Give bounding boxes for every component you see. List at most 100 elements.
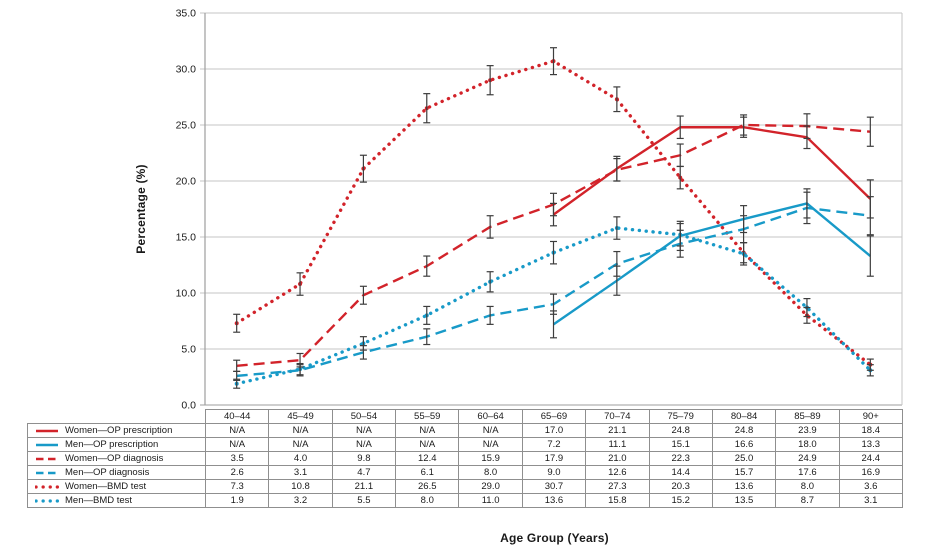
value-cell: 3.2 [268,493,333,508]
y-tick-label: 25.0 [176,120,197,132]
series-label: Women—BMD test [65,480,147,492]
value-cell: 11.1 [585,437,650,452]
value-cell: N/A [395,437,460,452]
value-cell: 22.3 [648,451,713,466]
value-cell: 12.4 [395,451,460,466]
value-cell: 3.1 [268,465,333,480]
age-group-header: 90+ [838,409,903,424]
x-axis-title: Age Group (Years) [500,531,609,545]
age-group-header: 40–44 [205,409,270,424]
age-group-header: 45–49 [268,409,333,424]
value-cell: 16.9 [838,465,903,480]
value-cell: 17.0 [521,423,587,438]
table-row: Men—OP diagnosis 2.6 3.1 4.7 6.1 8.0 9.0 12.6 14… [27,465,903,480]
value-cell: N/A [458,423,523,438]
series-legend-cell: Women—OP prescription [27,423,206,438]
value-cell: 10.8 [268,479,333,494]
series-legend-cell: Men—OP diagnosis [27,465,206,480]
value-cell: 3.1 [838,493,903,508]
age-group-header: 70–74 [585,409,650,424]
y-tick-label: 35.0 [176,8,197,20]
series-legend-cell: Men—OP prescription [27,437,206,452]
value-cell: 24.4 [838,451,903,466]
value-cell: 13.5 [711,493,777,508]
solid-line-swatch-icon [36,429,58,432]
value-cell: 4.7 [331,465,397,480]
value-cell: 26.5 [395,479,460,494]
age-group-header: 50–54 [331,409,397,424]
age-group-header: 80–84 [711,409,777,424]
value-cell: 29.0 [458,479,523,494]
value-cell: 27.3 [585,479,650,494]
value-cell: 2.6 [205,465,270,480]
value-cell: 20.3 [648,479,713,494]
value-cell: N/A [205,437,270,452]
dashed-line-swatch-icon [36,471,58,474]
value-cell: 17.9 [521,451,587,466]
dotted-line-swatch-icon [35,498,59,503]
table-row: Men—BMD test 1.9 3.2 5.5 8.0 11.0 13.6 15.8 15.2… [27,493,903,508]
table-row: Women—OP diagnosis 3.5 4.0 9.8 12.4 15.9 17.9 2… [27,451,903,466]
table-row: Women—BMD test 7.3 10.8 21.1 26.5 29.0 30.7 27.… [27,479,903,494]
y-tick-label: 15.0 [176,232,197,244]
series-label: Women—OP diagnosis [65,452,164,464]
y-tick-label: 0.0 [181,400,196,412]
table-row: Women—OP prescription N/A N/A N/A N/A N/A 17.0… [27,423,903,438]
age-group-header: 75–79 [648,409,713,424]
value-cell: 4.0 [268,451,333,466]
age-group-header: 55–59 [395,409,460,424]
data-table-legend: 40–44 45–49 50–54 55–59 60–64 65–69 70–74 75–79… [27,409,903,508]
value-cell: 5.5 [331,493,397,508]
table-row: 40–44 45–49 50–54 55–59 60–64 65–69 70–74 75–79… [27,409,903,424]
value-cell: 8.7 [775,493,840,508]
value-cell: 7.3 [205,479,270,494]
value-cell: 12.6 [585,465,650,480]
value-cell: 17.6 [775,465,840,480]
value-cell: 9.0 [521,465,587,480]
value-cell: N/A [205,423,270,438]
value-cell: 3.6 [838,479,903,494]
dashed-line-swatch-icon [36,457,58,460]
value-cell: 7.2 [521,437,587,452]
value-cell: 13.3 [838,437,903,452]
age-group-header: 65–69 [521,409,587,424]
value-cell: 6.1 [395,465,460,480]
value-cell: 25.0 [711,451,777,466]
value-cell: 18.4 [838,423,903,438]
value-cell: 15.8 [585,493,650,508]
value-cell: 15.7 [711,465,777,480]
series-label: Men—BMD test [65,494,133,506]
value-cell: 13.6 [711,479,777,494]
chart-plot-area: 0.0 5.0 10.0 15.0 20.0 25.0 30.0 35.0 [176,8,903,412]
value-cell: N/A [331,423,397,438]
value-cell: 15.2 [648,493,713,508]
dotted-line-swatch-icon [35,484,59,489]
age-group-header: 85–89 [775,409,840,424]
value-cell: 24.8 [711,423,777,438]
value-cell: 18.0 [775,437,840,452]
series-line [552,126,872,216]
value-cell: 23.9 [775,423,840,438]
value-cell: 13.6 [521,493,587,508]
solid-line-swatch-icon [36,443,58,446]
value-cell: 16.6 [711,437,777,452]
y-tick-label: 10.0 [176,288,197,300]
value-cell: 24.8 [648,423,713,438]
series-legend-cell: Women—OP diagnosis [27,451,206,466]
y-tick-label: 5.0 [181,344,196,356]
value-cell: N/A [268,437,333,452]
series-legend-cell: Women—BMD test [27,479,206,494]
y-tick-label: 20.0 [176,176,197,188]
table-row: Men—OP prescription N/A N/A N/A N/A N/A 7.2 11.… [27,437,903,452]
value-cell: 1.9 [205,493,270,508]
value-cell: N/A [395,423,460,438]
value-cell: 14.4 [648,465,713,480]
value-cell: 21.0 [585,451,650,466]
value-cell: 15.1 [648,437,713,452]
value-cell: 8.0 [395,493,460,508]
value-cell: 21.1 [585,423,650,438]
value-cell: 3.5 [205,451,270,466]
value-cell: 8.0 [775,479,840,494]
value-cell: 30.7 [521,479,587,494]
series-label: Women—OP prescription [65,424,173,436]
